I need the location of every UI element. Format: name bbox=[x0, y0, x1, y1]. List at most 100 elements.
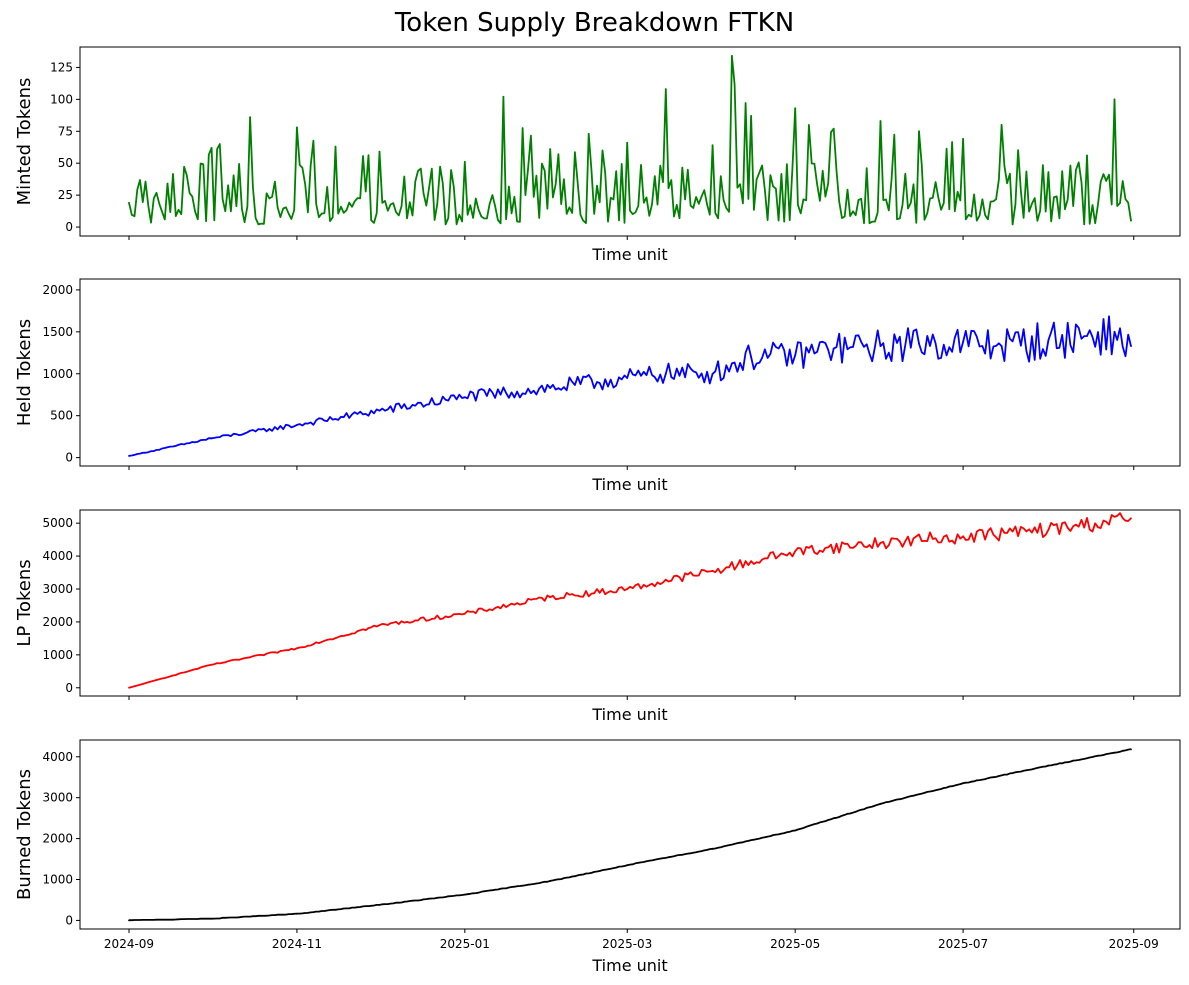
data-point bbox=[502, 95, 505, 98]
data-point bbox=[1047, 764, 1050, 767]
data-point bbox=[463, 396, 466, 399]
data-point bbox=[128, 201, 130, 204]
data-point bbox=[626, 864, 629, 867]
data-point bbox=[711, 847, 714, 850]
data-point bbox=[962, 340, 964, 343]
x-axis-label: Time unit bbox=[591, 705, 667, 724]
data-point bbox=[750, 356, 753, 358]
data-point bbox=[210, 437, 213, 440]
data-point bbox=[128, 919, 130, 922]
data-point bbox=[166, 182, 169, 185]
axes-frame bbox=[79, 46, 1181, 237]
y-tick-label: 2000 bbox=[42, 832, 73, 846]
data-point bbox=[549, 148, 552, 151]
data-point bbox=[664, 372, 667, 375]
y-tick-label: 1000 bbox=[42, 873, 73, 887]
x-tick-label: 2025-01 bbox=[440, 937, 490, 951]
x-tick-label: 2024-09 bbox=[104, 937, 154, 951]
y-axis-label: Held Tokens bbox=[14, 319, 35, 426]
y-tick-label: 25 bbox=[58, 188, 73, 202]
data-point bbox=[1113, 330, 1116, 333]
series-line bbox=[129, 748, 1132, 922]
data-point bbox=[378, 903, 381, 906]
data-point bbox=[1086, 335, 1088, 337]
y-tick-label: 0 bbox=[65, 220, 73, 234]
x-tick-label: 2025-07 bbox=[938, 937, 988, 951]
data-point bbox=[832, 127, 835, 130]
data-point bbox=[879, 802, 882, 805]
x-axis-label: Time unit bbox=[591, 475, 667, 494]
chart-title: Token Supply Breakdown FTKN bbox=[394, 8, 795, 38]
data-point bbox=[918, 342, 920, 345]
data-point bbox=[249, 116, 252, 119]
y-tick-label: 500 bbox=[50, 409, 73, 423]
y-axis-label: Minted Tokens bbox=[14, 78, 35, 206]
y-tick-label: 3000 bbox=[42, 582, 73, 596]
x-tick-label: 2025-09 bbox=[1109, 937, 1159, 951]
x-axis-label: Time unit bbox=[591, 245, 667, 264]
data-point bbox=[1086, 154, 1088, 157]
data-point bbox=[378, 624, 381, 627]
data-point bbox=[549, 387, 552, 389]
x-tick-label: 2025-05 bbox=[770, 937, 820, 951]
y-tick-label: 125 bbox=[50, 60, 73, 74]
data-point bbox=[918, 130, 920, 133]
y-tick-label: 2000 bbox=[42, 615, 73, 629]
data-point bbox=[879, 542, 882, 544]
data-point bbox=[587, 132, 590, 135]
data-point bbox=[794, 107, 797, 110]
y-tick-label: 1000 bbox=[42, 648, 73, 662]
y-tick-label: 3000 bbox=[42, 791, 73, 805]
data-point bbox=[711, 372, 714, 375]
data-point bbox=[832, 347, 835, 350]
data-point bbox=[879, 120, 882, 122]
y-tick-label: 0 bbox=[65, 451, 73, 465]
x-tick-label: 2025-03 bbox=[602, 937, 652, 951]
data-point bbox=[730, 55, 733, 57]
data-point bbox=[296, 126, 298, 129]
series-line bbox=[128, 55, 1132, 226]
data-point bbox=[794, 550, 797, 553]
data-point bbox=[334, 145, 337, 148]
data-point bbox=[626, 588, 629, 590]
data-point bbox=[1130, 517, 1132, 520]
data-point bbox=[962, 138, 964, 140]
data-point bbox=[128, 455, 130, 457]
data-point bbox=[962, 535, 964, 538]
y-tick-label: 0 bbox=[65, 681, 73, 695]
data-point bbox=[794, 829, 797, 832]
data-point bbox=[463, 893, 466, 896]
data-point bbox=[210, 663, 213, 666]
data-point bbox=[626, 141, 629, 144]
y-tick-label: 50 bbox=[58, 156, 73, 170]
axes-frame bbox=[79, 509, 1181, 697]
y-tick-label: 100 bbox=[50, 92, 73, 106]
y-axis-label: LP Tokens bbox=[14, 559, 35, 646]
data-point bbox=[1000, 345, 1003, 347]
y-tick-label: 0 bbox=[65, 913, 73, 927]
data-point bbox=[128, 686, 130, 689]
data-point bbox=[378, 409, 381, 412]
data-point bbox=[711, 144, 714, 147]
x-axis-label: Time unit bbox=[591, 956, 667, 975]
data-point bbox=[1047, 171, 1050, 174]
data-point bbox=[1047, 528, 1050, 531]
data-point bbox=[1130, 219, 1132, 222]
data-point bbox=[1113, 98, 1116, 101]
data-point bbox=[463, 161, 466, 163]
data-point bbox=[794, 354, 797, 357]
y-tick-label: 4000 bbox=[42, 750, 73, 764]
data-point bbox=[549, 880, 552, 883]
axes-frame bbox=[79, 739, 1181, 930]
data-point bbox=[626, 377, 629, 379]
data-point bbox=[711, 570, 714, 572]
data-point bbox=[664, 88, 667, 91]
data-point bbox=[1130, 345, 1132, 347]
data-point bbox=[296, 424, 298, 426]
data-point bbox=[210, 917, 213, 920]
data-point bbox=[296, 912, 298, 915]
y-tick-label: 1000 bbox=[42, 367, 73, 381]
y-tick-label: 4000 bbox=[42, 549, 73, 563]
y-tick-label: 2000 bbox=[42, 283, 73, 297]
